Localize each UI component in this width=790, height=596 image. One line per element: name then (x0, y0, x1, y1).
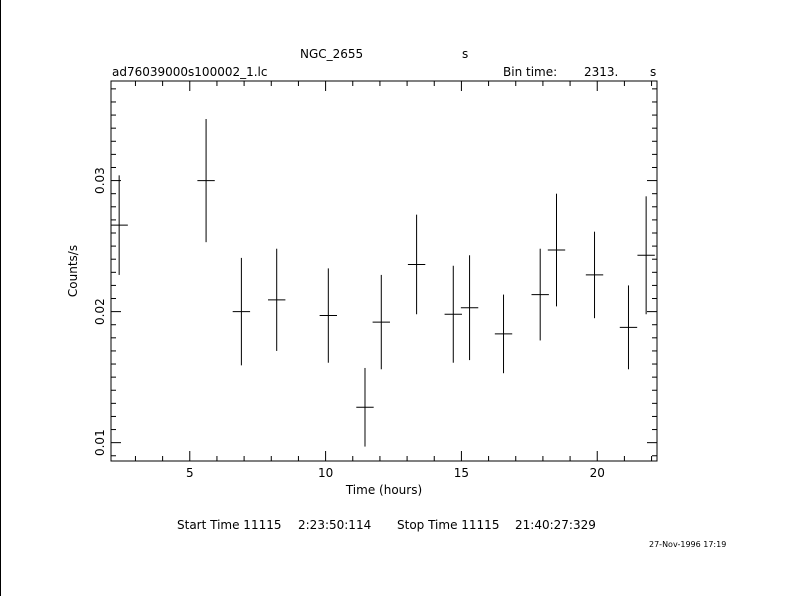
data-point (356, 367, 374, 447)
stop-time-label: Stop Time 11115 (397, 518, 500, 532)
x-tick-label: 5 (186, 466, 194, 480)
data-point (637, 196, 655, 315)
data-point (268, 248, 286, 351)
file-name: ad76039000s100002_1.lc (112, 65, 268, 79)
start-time-value: 2:23:50:114 (298, 518, 372, 532)
bin-time-value: 2313. (584, 65, 619, 79)
stop-time-value: 21:40:27:329 (515, 518, 596, 532)
data-point (547, 193, 566, 307)
bin-time-unit: s (650, 65, 657, 79)
data-point (585, 231, 604, 319)
window-left-border (0, 0, 1, 596)
bin-time-label: Bin time: (503, 65, 558, 79)
y-tick-label: 0.01 (93, 429, 107, 456)
axis-tick-labels: 5 10 15 20 0.01 0.02 0.03 (93, 167, 605, 480)
data-point (111, 175, 128, 275)
data-point (407, 214, 426, 315)
axis-ticks (111, 81, 657, 461)
x-axis-label: Time (hours) (345, 483, 422, 497)
y-tick-label: 0.03 (93, 167, 107, 194)
x-tick-label: 15 (454, 466, 469, 480)
data-points (111, 119, 655, 447)
data-point (197, 119, 215, 243)
x-tick-label: 20 (590, 466, 605, 480)
data-point (619, 285, 638, 370)
y-tick-label: 0.02 (93, 298, 107, 325)
plot-frame (110, 80, 658, 462)
plot-timestamp: 27-Nov-1996 17:19 (649, 540, 727, 549)
data-point (319, 268, 338, 363)
data-point (372, 274, 390, 370)
start-time-label: Start Time 11115 (177, 518, 282, 532)
x-tick-label: 10 (318, 466, 333, 480)
data-point (444, 265, 462, 363)
data-point (460, 255, 479, 361)
object-unit: s (462, 47, 469, 61)
data-point (494, 294, 513, 374)
data-point (232, 257, 251, 366)
y-axis-label: Counts/s (66, 245, 80, 297)
object-name: NGC_2655 (300, 47, 364, 61)
data-point (531, 248, 549, 341)
